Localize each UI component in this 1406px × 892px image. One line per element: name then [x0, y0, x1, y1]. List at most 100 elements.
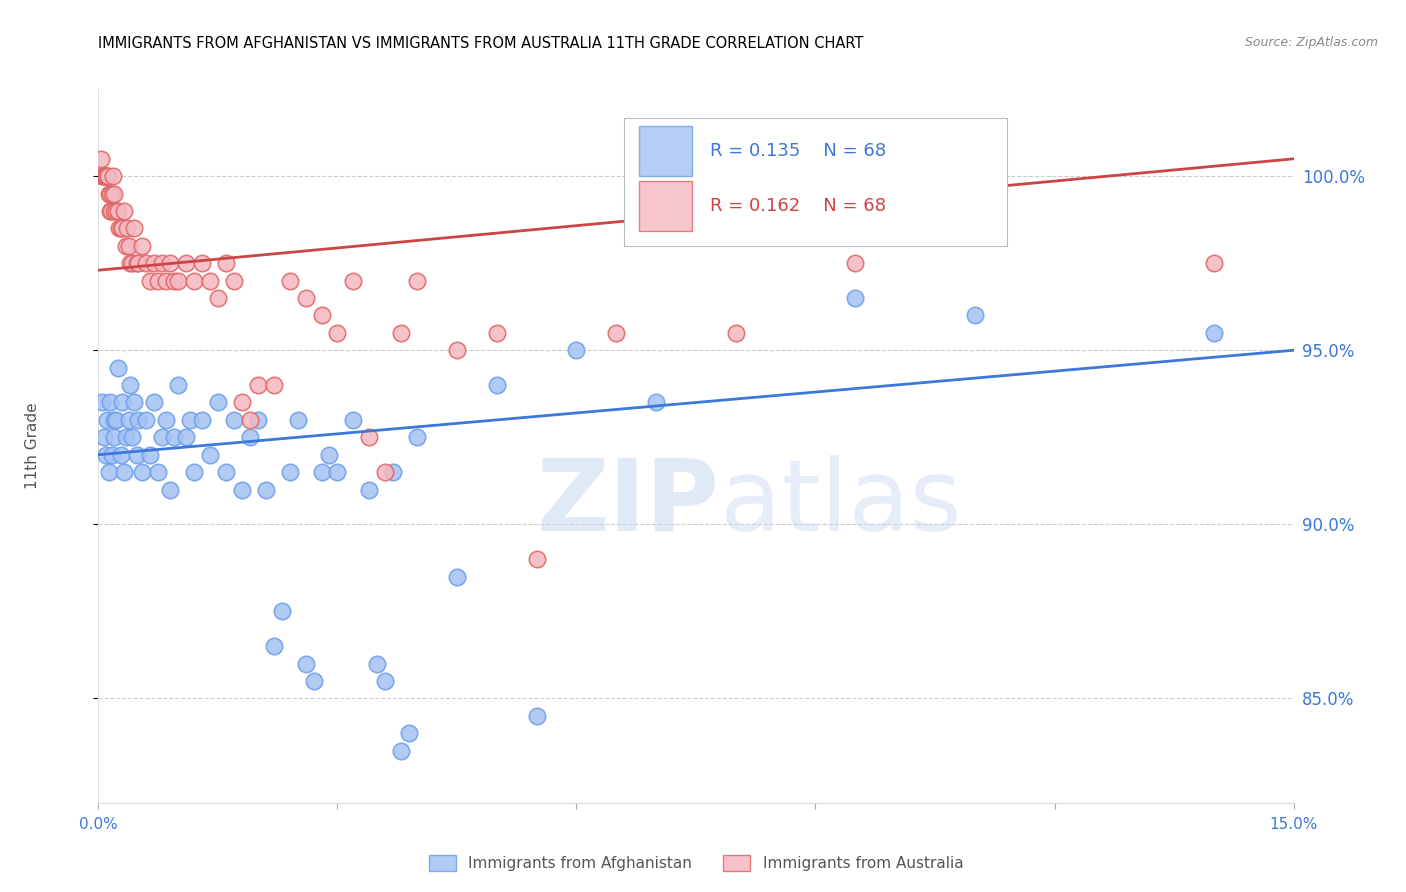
Point [103, 413, 125, 427]
Point [150, 256, 173, 270]
Point [724, 326, 747, 340]
Point [104, 204, 127, 219]
Text: R = 0.162    N = 68: R = 0.162 N = 68 [710, 197, 886, 215]
Point [406, 430, 429, 444]
Point [342, 274, 364, 288]
Point [131, 239, 153, 253]
Point [366, 657, 388, 671]
Point [389, 743, 412, 757]
Point [111, 395, 134, 409]
Point [90, 152, 112, 166]
Point [565, 343, 588, 358]
Point [115, 221, 138, 235]
Point [446, 343, 468, 358]
Point [98, 186, 122, 201]
Point [120, 256, 142, 270]
Point [294, 291, 316, 305]
Point [374, 673, 396, 688]
Point [91, 169, 114, 184]
Point [125, 256, 148, 270]
Point [326, 326, 349, 340]
Point [91, 169, 114, 184]
Point [124, 395, 146, 409]
Point [207, 291, 229, 305]
Point [143, 256, 166, 270]
Point [231, 483, 253, 497]
Point [97, 169, 120, 184]
Point [121, 256, 143, 270]
Point [96, 169, 118, 184]
Point [111, 221, 134, 235]
Text: ZIP: ZIP [537, 455, 720, 551]
Point [94, 448, 117, 462]
Point [93, 430, 115, 444]
Point [107, 360, 129, 375]
Point [155, 413, 177, 427]
Point [374, 465, 396, 479]
Point [326, 465, 349, 479]
Point [359, 483, 381, 497]
Text: Source: ZipAtlas.com: Source: ZipAtlas.com [1244, 36, 1378, 49]
Legend: Immigrants from Afghanistan, Immigrants from Australia: Immigrants from Afghanistan, Immigrants … [423, 849, 969, 877]
Point [263, 639, 285, 653]
Point [100, 204, 122, 219]
Text: 0.0%: 0.0% [79, 817, 118, 831]
Point [159, 483, 181, 497]
Point [101, 186, 124, 201]
Point [278, 274, 301, 288]
Point [198, 274, 221, 288]
Point [183, 274, 205, 288]
Point [389, 326, 412, 340]
Point [526, 708, 548, 723]
Point [446, 569, 468, 583]
Text: atlas: atlas [720, 455, 962, 551]
Point [485, 378, 508, 392]
Point [239, 430, 262, 444]
Point [97, 465, 120, 479]
Point [222, 274, 245, 288]
FancyBboxPatch shape [638, 181, 692, 231]
Point [270, 604, 292, 618]
Point [104, 413, 127, 427]
Point [222, 413, 245, 427]
Point [398, 726, 420, 740]
Point [101, 448, 124, 462]
FancyBboxPatch shape [624, 118, 1007, 246]
Point [215, 465, 238, 479]
Point [246, 378, 269, 392]
Point [97, 186, 120, 201]
Point [485, 326, 508, 340]
Text: 15.0%: 15.0% [1270, 817, 1317, 831]
Point [127, 256, 149, 270]
Point [120, 378, 142, 392]
Point [254, 483, 277, 497]
Point [382, 465, 405, 479]
Point [91, 395, 114, 409]
Point [125, 448, 148, 462]
Point [963, 309, 986, 323]
Point [143, 395, 166, 409]
Point [191, 413, 214, 427]
Point [150, 430, 173, 444]
Point [135, 256, 157, 270]
Point [93, 169, 115, 184]
Point [311, 465, 333, 479]
Point [183, 465, 205, 479]
Point [239, 413, 262, 427]
Point [148, 274, 170, 288]
Point [287, 413, 309, 427]
Point [198, 448, 221, 462]
Point [118, 413, 141, 427]
Point [215, 256, 238, 270]
Point [118, 239, 141, 253]
Point [98, 395, 122, 409]
Point [278, 465, 301, 479]
Point [139, 274, 162, 288]
Point [96, 169, 118, 184]
Point [103, 430, 125, 444]
Point [110, 448, 132, 462]
Point [207, 395, 229, 409]
Point [302, 673, 325, 688]
Point [844, 256, 866, 270]
Point [121, 430, 143, 444]
